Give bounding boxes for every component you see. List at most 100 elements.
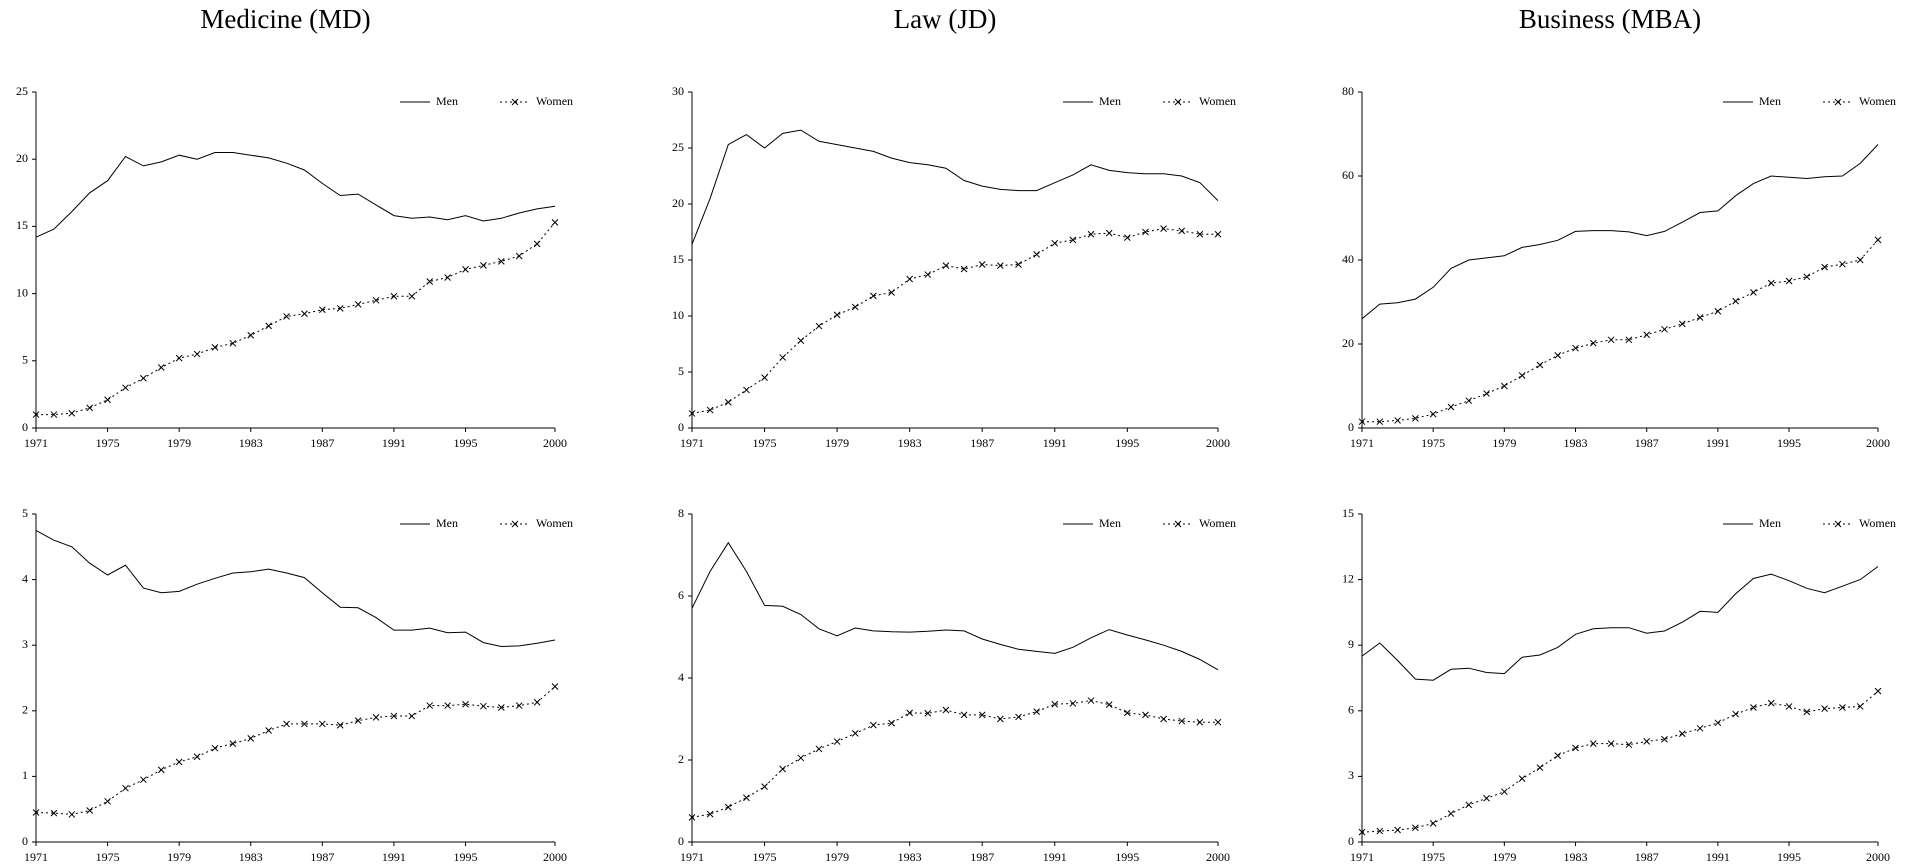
marker	[942, 706, 950, 714]
marker	[480, 702, 487, 710]
marker	[247, 331, 255, 339]
marker	[1015, 713, 1022, 721]
marker	[497, 257, 505, 265]
y-tick-label: 3	[1348, 768, 1354, 782]
marker	[1178, 717, 1186, 725]
chart-title: Law (JD)	[894, 4, 997, 34]
legend-label: Women	[1199, 516, 1236, 530]
x-tick-label: 1995	[454, 850, 478, 864]
marker	[1572, 344, 1579, 352]
marker	[688, 410, 696, 417]
legend-label: Women	[1199, 94, 1236, 108]
marker	[1196, 718, 1204, 726]
marker	[1429, 820, 1437, 827]
marker	[1178, 227, 1186, 235]
series-line	[691, 699, 1218, 818]
marker	[247, 734, 255, 742]
marker	[797, 337, 805, 344]
x-tick-label: 1971	[1350, 850, 1374, 864]
marker	[408, 712, 416, 720]
marker	[1732, 710, 1740, 718]
y-tick-label: 5	[22, 353, 28, 367]
marker	[1834, 98, 1842, 106]
marker	[1785, 703, 1793, 710]
x-tick-label: 1979	[825, 436, 849, 450]
marker	[870, 292, 877, 300]
y-tick-label: 25	[672, 140, 684, 154]
x-tick-label: 1991	[1043, 850, 1067, 864]
marker	[1536, 764, 1544, 772]
series-line	[35, 152, 556, 238]
panel: 0 3 6 9 12 15 1971 1975 1979 1983 1987 1991 1995 2000…	[1342, 506, 1896, 864]
legend-label: Men	[1099, 94, 1121, 108]
marker	[86, 404, 94, 412]
marker	[50, 809, 58, 817]
x-tick-label: 1987	[1635, 436, 1659, 450]
marker	[265, 727, 273, 734]
marker	[706, 406, 714, 414]
marker	[1196, 230, 1204, 238]
marker	[68, 811, 76, 818]
marker	[1625, 741, 1633, 749]
marker	[229, 740, 237, 747]
marker	[1643, 331, 1651, 339]
marker	[1661, 325, 1668, 333]
marker	[906, 709, 914, 717]
marker	[1394, 826, 1401, 834]
y-tick-label: 4	[678, 670, 684, 684]
y-tick-label: 9	[1348, 637, 1354, 651]
x-tick-label: 1991	[1706, 850, 1730, 864]
marker	[1714, 307, 1722, 315]
panel: Business (MBA) 0 20 40 60 80 1971 1975 1979 1983 1…	[1342, 4, 1896, 450]
x-tick-label: 2000	[1866, 850, 1890, 864]
marker	[1625, 336, 1633, 344]
marker	[924, 709, 932, 717]
y-tick-label: 0	[22, 834, 28, 848]
y-tick-label: 6	[1348, 703, 1354, 717]
legend-label: Women	[536, 94, 573, 108]
marker	[1696, 314, 1704, 321]
marker	[761, 783, 768, 791]
marker	[1803, 708, 1811, 716]
marker	[1447, 403, 1455, 411]
marker	[1589, 339, 1597, 347]
marker	[1874, 236, 1882, 244]
series-line	[36, 222, 556, 416]
x-tick-label: 1979	[825, 850, 849, 864]
x-tick-label: 1987	[970, 436, 994, 450]
marker	[1767, 279, 1775, 287]
marker	[175, 758, 183, 766]
marker	[1174, 98, 1182, 106]
marker	[688, 814, 696, 821]
y-tick-label: 2	[22, 703, 28, 717]
x-tick-label: 1983	[239, 850, 263, 864]
series-line	[35, 686, 556, 815]
x-tick-label: 1983	[898, 436, 922, 450]
marker	[1500, 788, 1508, 796]
x-tick-label: 1991	[1043, 436, 1067, 450]
marker	[1678, 730, 1686, 738]
marker	[122, 784, 129, 792]
marker	[1033, 708, 1040, 715]
marker	[1643, 738, 1651, 745]
marker	[815, 322, 823, 330]
x-tick-label: 1987	[1635, 850, 1659, 864]
marker	[515, 252, 523, 260]
x-tick-label: 1975	[96, 436, 120, 450]
marker	[32, 809, 40, 816]
y-tick-label: 20	[672, 196, 684, 210]
marker	[336, 721, 344, 729]
series-line	[691, 541, 1219, 671]
x-tick-label: 1987	[310, 436, 334, 450]
legend-label: Men	[1759, 516, 1781, 530]
series-line	[1362, 239, 1879, 423]
y-tick-label: 3	[22, 637, 28, 651]
x-tick-label: 1971	[24, 436, 48, 450]
x-tick-label: 1983	[1564, 850, 1588, 864]
marker	[390, 292, 398, 300]
marker	[480, 262, 487, 269]
marker	[408, 292, 416, 300]
marker	[372, 714, 380, 721]
marker	[1518, 775, 1526, 782]
